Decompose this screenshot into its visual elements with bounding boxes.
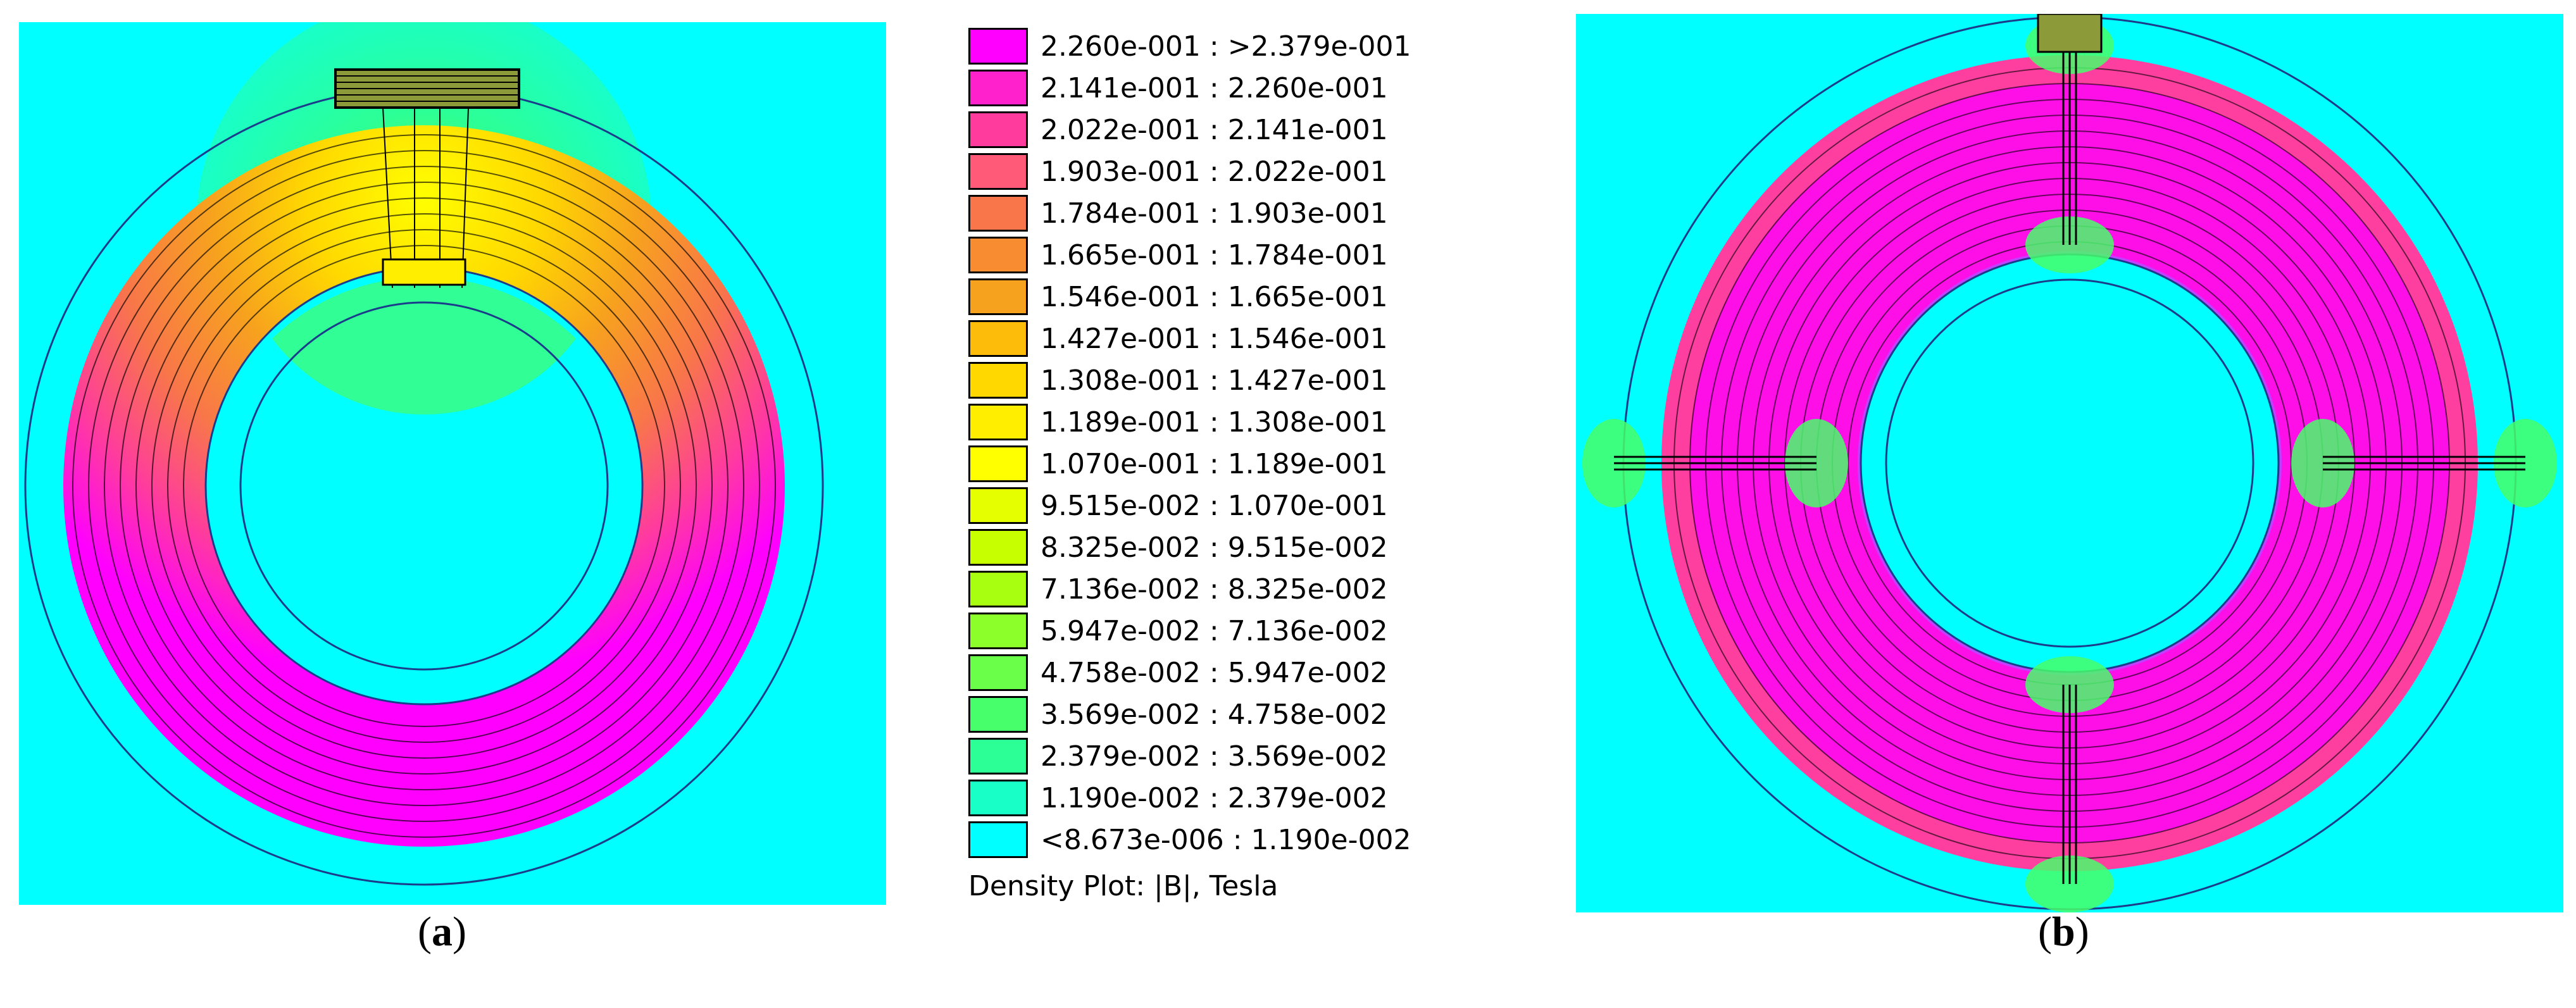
legend-swatch [968, 153, 1028, 190]
legend-swatch [968, 613, 1028, 649]
legend-swatch [968, 111, 1028, 148]
legend-label: 1.190e-002 : 2.379e-002 [1041, 781, 1388, 814]
legend-swatch [968, 696, 1028, 733]
legend-row: 2.379e-002 : 3.569e-002 [968, 735, 1388, 777]
winding-a [334, 68, 520, 289]
legend-swatch [968, 654, 1028, 691]
legend-label: 2.141e-001 : 2.260e-001 [1041, 72, 1388, 104]
legend-row: 7.136e-002 : 8.325e-002 [968, 568, 1388, 610]
boundary-inner-b [1885, 278, 2254, 648]
legend-label: 1.784e-001 : 1.903e-001 [1041, 197, 1388, 230]
legend-label: 1.189e-001 : 1.308e-001 [1041, 406, 1388, 439]
legend-title: Density Plot: |B|, Tesla [968, 870, 1279, 902]
legend-label: 1.903e-001 : 2.022e-001 [1041, 155, 1388, 188]
legend-label: 1.070e-001 : 1.189e-001 [1041, 447, 1388, 480]
legend-row: 3.569e-002 : 4.758e-002 [968, 694, 1388, 735]
legend-swatch [968, 445, 1028, 482]
legend-row: 1.189e-001 : 1.308e-001 [968, 401, 1388, 443]
legend-label: 1.308e-001 : 1.427e-001 [1041, 364, 1388, 397]
legend-label: 8.325e-002 : 9.515e-002 [1041, 531, 1388, 564]
legend-row: 4.758e-002 : 5.947e-002 [968, 652, 1388, 694]
legend-row: 1.190e-002 : 2.379e-002 [968, 777, 1388, 819]
legend-label: 1.546e-001 : 1.665e-001 [1041, 280, 1388, 313]
legend-label: 2.260e-001 : >2.379e-001 [1041, 30, 1411, 63]
hole-halo-a [272, 277, 576, 415]
legend-swatch [968, 821, 1028, 858]
legend-label: <8.673e-006 : 1.190e-002 [1041, 823, 1411, 856]
legend: 2.260e-001 : >2.379e-001 2.141e-001 : 2.2… [968, 25, 1487, 911]
legend-label: 1.427e-001 : 1.546e-001 [1041, 322, 1388, 355]
legend-row: 1.903e-001 : 2.022e-001 [968, 151, 1388, 192]
legend-row: 2.260e-001 : >2.379e-001 [968, 25, 1411, 67]
legend-swatch [968, 28, 1028, 65]
legend-row: 1.665e-001 : 1.784e-001 [968, 234, 1388, 276]
ring-hole-b [1860, 253, 2280, 673]
legend-row: 1.308e-001 : 1.427e-001 [968, 359, 1388, 401]
legend-swatch [968, 571, 1028, 607]
legend-row: 9.515e-002 : 1.070e-001 [968, 485, 1388, 526]
legend-swatch [968, 237, 1028, 273]
legend-label: 1.665e-001 : 1.784e-001 [1041, 239, 1388, 271]
legend-label: 4.758e-002 : 5.947e-002 [1041, 656, 1388, 689]
caption-a: (a) [418, 909, 466, 955]
legend-label: 5.947e-002 : 7.136e-002 [1041, 614, 1388, 647]
legend-swatch [968, 278, 1028, 315]
legend-swatch [968, 70, 1028, 106]
field-plot-b [1576, 13, 2563, 912]
legend-row: 1.784e-001 : 1.903e-001 [968, 192, 1388, 234]
legend-row: 2.141e-001 : 2.260e-001 [968, 67, 1388, 109]
legend-swatch [968, 529, 1028, 566]
legend-swatch [968, 780, 1028, 816]
field-plot-a [19, 0, 886, 905]
legend-label: 3.569e-002 : 4.758e-002 [1041, 698, 1388, 731]
legend-swatch [968, 195, 1028, 232]
legend-swatch [968, 362, 1028, 399]
legend-swatch [968, 738, 1028, 775]
legend-row: <8.673e-006 : 1.190e-002 [968, 819, 1411, 861]
legend-row: 2.022e-001 : 2.141e-001 [968, 109, 1388, 151]
ring-flux-lines-a [72, 134, 776, 838]
legend-swatch [968, 320, 1028, 357]
legend-label: 9.515e-002 : 1.070e-001 [1041, 489, 1388, 522]
legend-row: 8.325e-002 : 9.515e-002 [968, 526, 1388, 568]
boundary-inner-a [239, 301, 609, 671]
legend-label: 2.022e-001 : 2.141e-001 [1041, 113, 1388, 146]
caption-b: (b) [2038, 909, 2089, 955]
legend-label: 7.136e-002 : 8.325e-002 [1041, 573, 1388, 606]
legend-label: 2.379e-002 : 3.569e-002 [1041, 740, 1388, 773]
legend-swatch [968, 404, 1028, 440]
legend-row: 1.427e-001 : 1.546e-001 [968, 318, 1388, 359]
legend-row: 5.947e-002 : 7.136e-002 [968, 610, 1388, 652]
plot-panel-a: (a) [19, 0, 886, 955]
windings-b [1614, 13, 2525, 884]
legend-row: 1.546e-001 : 1.665e-001 [968, 276, 1388, 318]
legend-swatch [968, 487, 1028, 524]
legend-row: 1.070e-001 : 1.189e-001 [968, 443, 1388, 485]
plot-panel-b: (b) [1576, 13, 2563, 955]
